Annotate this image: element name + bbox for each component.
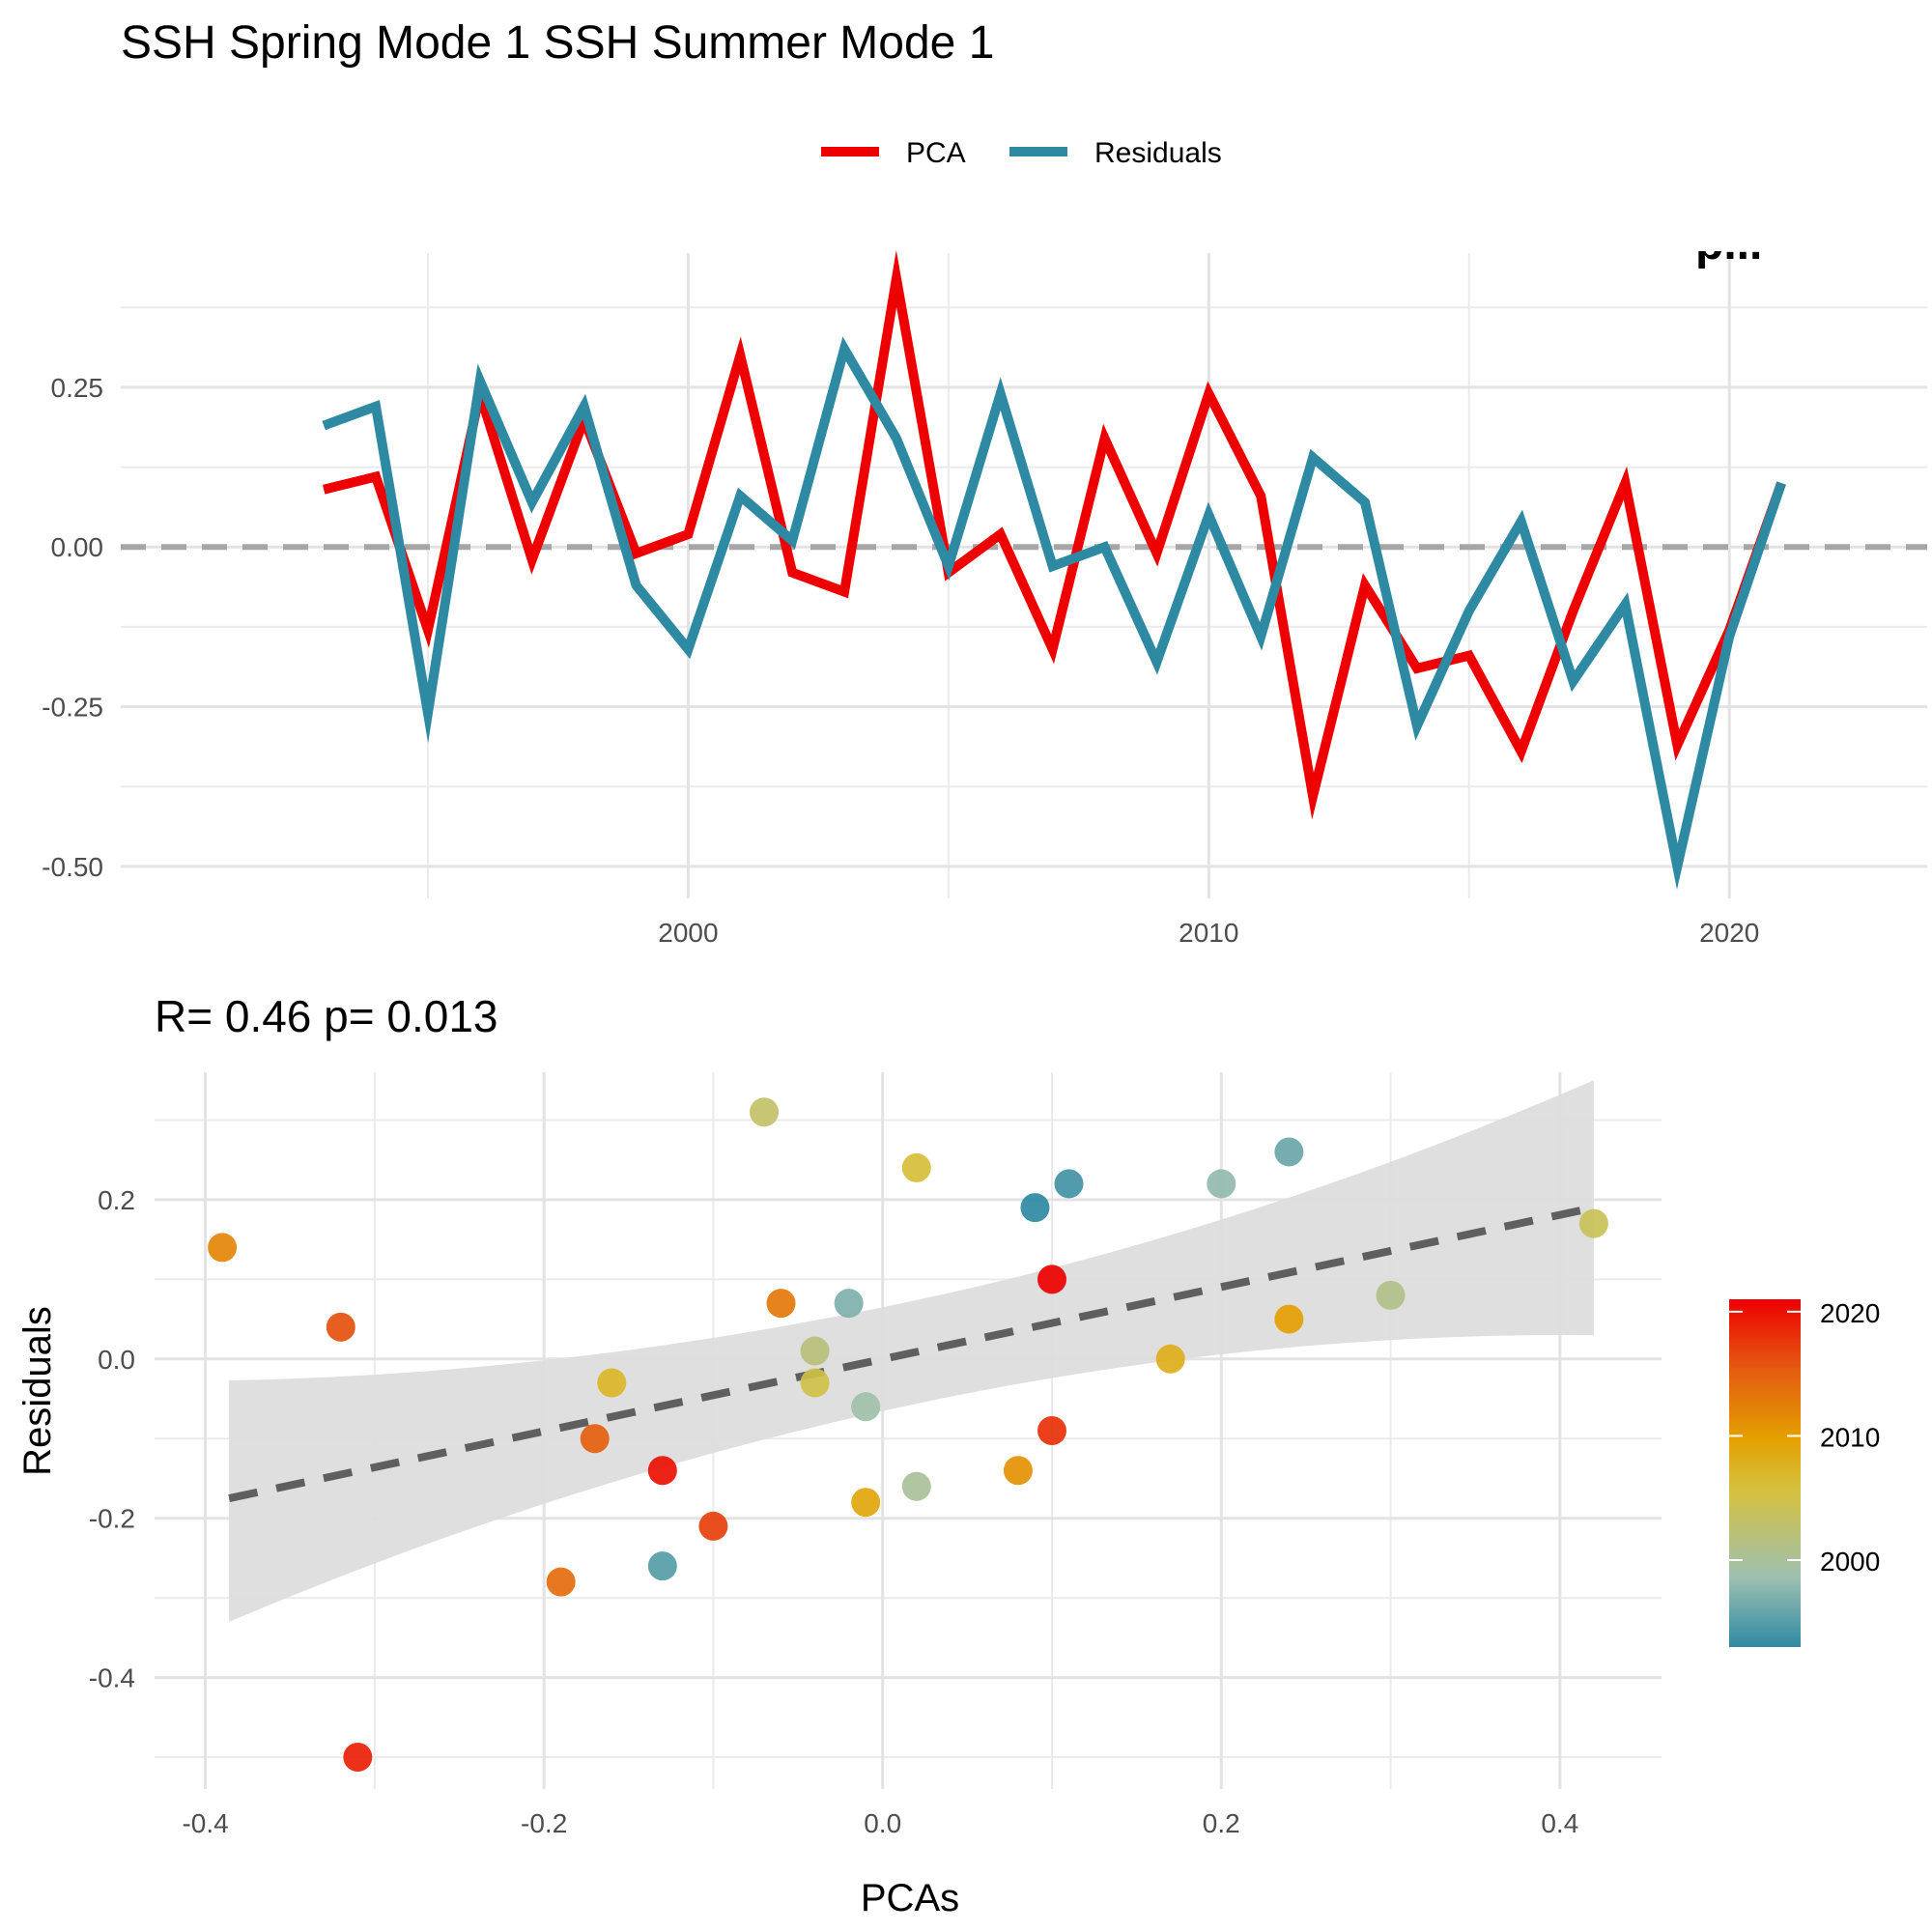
- series-line-pca: [322, 249, 1786, 820]
- scatter-point: [901, 1471, 931, 1501]
- y-tick-label: 0.25: [51, 373, 104, 403]
- y-axis-title: Residuals: [16, 1306, 59, 1476]
- scatter-point: [1274, 1304, 1304, 1334]
- x-tick-label: -0.2: [521, 1808, 567, 1838]
- scatter-point: [208, 1233, 238, 1263]
- legend: PCA Residuals: [821, 137, 1222, 169]
- x-axis-title: PCAs: [861, 1877, 959, 1919]
- scatter-point: [750, 1097, 780, 1127]
- scatter-point: [766, 1289, 796, 1319]
- scatter-point: [1037, 1264, 1066, 1294]
- scatter-point: [851, 1392, 881, 1422]
- y-tick-label: 0.2: [98, 1185, 135, 1215]
- x-tick-label: 2010: [1179, 918, 1238, 948]
- legend-residuals-label: Residuals: [1094, 137, 1222, 169]
- scatter-point: [647, 1456, 677, 1486]
- series-line-residuals: [322, 336, 1786, 890]
- colorbar: 2000 2010 2020: [1729, 1298, 1880, 1647]
- scatter-point: [901, 1152, 931, 1182]
- x-tick-label: 0.0: [864, 1808, 901, 1838]
- scatter-point: [1376, 1280, 1406, 1310]
- scatter-point: [800, 1336, 830, 1366]
- scatter-point: [1003, 1456, 1033, 1486]
- y-tick-label: -0.50: [42, 852, 103, 882]
- scatter-point: [800, 1368, 830, 1398]
- colorbar-tick-label: 2020: [1820, 1298, 1880, 1328]
- scatter-point: [851, 1488, 881, 1518]
- scatter-point: [580, 1424, 610, 1454]
- corner-mask: [1507, 193, 1932, 251]
- scatter-point: [1274, 1137, 1304, 1167]
- y-tick-label: 0.00: [51, 532, 104, 562]
- regression-line: [228, 1204, 1595, 1502]
- scatter-point: [1054, 1169, 1084, 1199]
- scatter-point: [597, 1368, 627, 1398]
- scatter-point: [343, 1743, 373, 1773]
- scatter-point: [1207, 1169, 1236, 1199]
- scatter-point: [546, 1567, 576, 1597]
- colorbar-tick-label: 2000: [1820, 1547, 1880, 1577]
- colorbar-tick-label: 2010: [1820, 1422, 1880, 1452]
- x-tick-label: 0.2: [1203, 1808, 1240, 1838]
- colorbar-gradient: [1729, 1299, 1801, 1647]
- scatter-panel: -0.4 -0.2 0.0 0.2 0.4 -0.4 -0.2 0.0 0.2: [89, 1072, 1662, 1838]
- scatter-point: [1020, 1193, 1050, 1223]
- scatter-point: [834, 1289, 864, 1319]
- chart-title: SSH Spring Mode 1 SSH Summer Mode 1: [121, 17, 994, 69]
- scatter-point: [698, 1511, 728, 1541]
- scatter-point: [326, 1312, 355, 1342]
- x-tick-label: 2020: [1699, 918, 1759, 948]
- x-tick-label: 2000: [658, 918, 718, 948]
- scatter-subtitle: R= 0.46 p= 0.013: [155, 991, 498, 1041]
- y-tick-label: -0.2: [89, 1504, 135, 1534]
- scatter-point: [1578, 1208, 1608, 1238]
- x-tick-label: 0.4: [1541, 1808, 1578, 1838]
- scatter-point: [1155, 1344, 1185, 1374]
- scatter-point: [1037, 1416, 1066, 1445]
- time-series-panel: 2000 2010 2020 -0.50 -0.25 0.00 0.25: [42, 249, 1927, 948]
- legend-pca-label: PCA: [906, 137, 966, 169]
- scatter-point: [647, 1551, 677, 1581]
- y-tick-label: 0.0: [98, 1345, 135, 1375]
- y-tick-label: -0.4: [89, 1663, 135, 1693]
- x-tick-label: -0.4: [182, 1808, 228, 1838]
- y-tick-label: -0.25: [42, 693, 103, 723]
